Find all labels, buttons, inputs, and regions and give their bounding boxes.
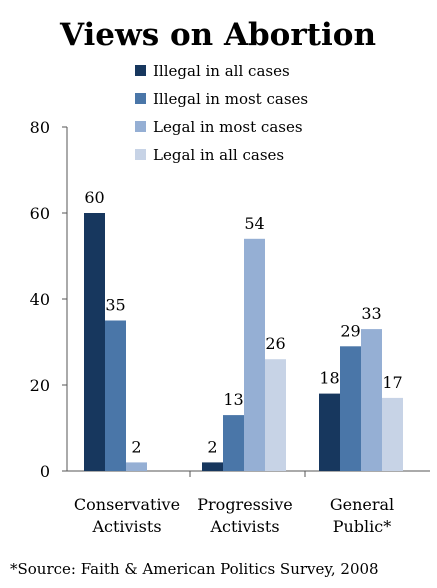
data-label: 35 bbox=[105, 296, 125, 315]
data-label: 2 bbox=[131, 437, 141, 456]
bar bbox=[244, 238, 265, 471]
bar bbox=[361, 329, 382, 471]
data-label: 26 bbox=[265, 334, 285, 353]
y-tick-label: 60 bbox=[30, 204, 50, 223]
legend-swatch bbox=[135, 65, 146, 76]
bar bbox=[202, 462, 223, 471]
data-label: 18 bbox=[319, 369, 339, 388]
data-label: 2 bbox=[207, 437, 217, 456]
legend-label: Illegal in most cases bbox=[153, 90, 308, 108]
data-label: 17 bbox=[382, 373, 402, 392]
legend-label: Legal in all cases bbox=[153, 146, 284, 164]
legend-swatch bbox=[135, 149, 146, 160]
data-label: 33 bbox=[361, 304, 381, 323]
data-label: 13 bbox=[223, 390, 243, 409]
bar bbox=[340, 346, 361, 471]
y-tick-label: 80 bbox=[30, 118, 50, 137]
axes: 0 20 40 60 80 bbox=[30, 118, 430, 481]
legend-swatch bbox=[135, 121, 146, 132]
category-label: Activists bbox=[209, 517, 279, 536]
data-label: 60 bbox=[84, 188, 104, 207]
category-label: General bbox=[330, 495, 394, 514]
legend: Illegal in all cases Illegal in most case… bbox=[135, 62, 308, 164]
y-tick-label: 20 bbox=[30, 376, 50, 395]
legend-label: Legal in most cases bbox=[153, 118, 303, 136]
bar bbox=[382, 397, 403, 471]
y-tick-label: 40 bbox=[30, 290, 50, 309]
bar bbox=[105, 320, 126, 471]
legend-swatch bbox=[135, 93, 146, 104]
data-label: 29 bbox=[340, 321, 360, 340]
category-label: Public* bbox=[333, 517, 392, 536]
bar bbox=[126, 462, 147, 471]
source-note: *Source: Faith & American Politics Surve… bbox=[10, 560, 379, 578]
chart-title: Views on Abortion bbox=[59, 17, 376, 53]
legend-label: Illegal in all cases bbox=[153, 62, 290, 80]
category-label: Progressive bbox=[197, 495, 292, 514]
category-label: Activists bbox=[91, 517, 161, 536]
category-label: Conservative bbox=[74, 495, 180, 514]
y-tick-label: 0 bbox=[40, 462, 50, 481]
data-label: 54 bbox=[244, 214, 264, 233]
bar bbox=[84, 213, 105, 471]
category-labels: Conservative Activists Progressive Activist… bbox=[74, 495, 394, 536]
bar bbox=[265, 359, 286, 471]
bars bbox=[84, 213, 403, 471]
bar bbox=[319, 393, 340, 471]
bar bbox=[223, 415, 244, 471]
